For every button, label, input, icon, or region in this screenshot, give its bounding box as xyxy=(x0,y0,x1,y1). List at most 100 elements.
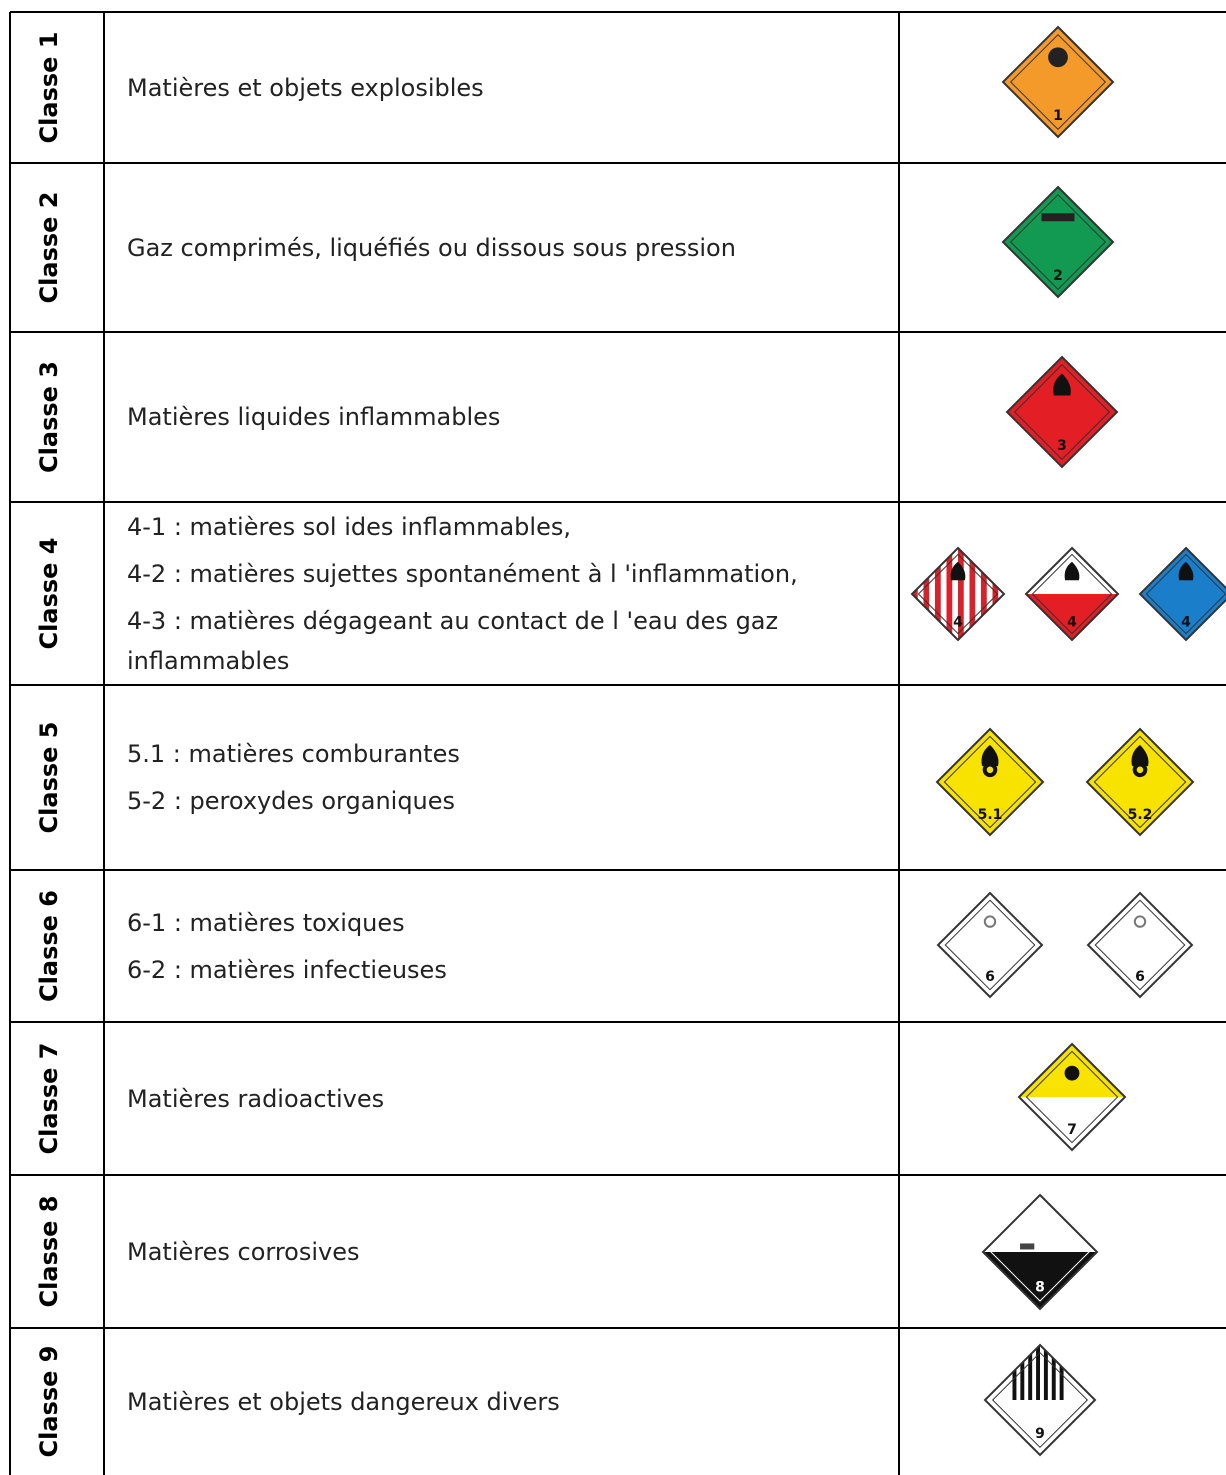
stripe xyxy=(1036,1345,1040,1400)
stripe xyxy=(992,548,999,640)
symbol xyxy=(1133,915,1147,928)
inner-border xyxy=(917,553,999,635)
description: Matières corrosives xyxy=(127,1175,892,1328)
placard: 7 xyxy=(1017,1042,1127,1152)
stripe xyxy=(946,548,953,640)
description-line: Matières corrosives xyxy=(127,1237,360,1266)
description-line: 6-2 : matières infectieuses xyxy=(127,955,447,984)
placard-border xyxy=(1085,727,1195,837)
placard-border xyxy=(983,1343,1097,1457)
placard-number: 5.1 xyxy=(978,807,1003,823)
symbol xyxy=(950,561,966,581)
stripe xyxy=(935,548,941,640)
placard-border xyxy=(1005,355,1119,469)
description: Matières et objets dangereux divers xyxy=(127,1328,892,1475)
description: 6-1 : matières toxiques 6-2 : matières in… xyxy=(127,870,892,1022)
class-label: Classe 5 xyxy=(35,722,63,834)
placard: 6 xyxy=(1086,891,1194,999)
description-line: 4-3 : matières dégageant au contact de l… xyxy=(127,606,779,675)
stripe xyxy=(912,548,918,640)
placard-number: 3 xyxy=(1057,438,1067,454)
description-line: Matières radioactives xyxy=(127,1084,385,1113)
inner-border xyxy=(1145,553,1226,635)
placard: 1 xyxy=(1001,25,1115,139)
stripe xyxy=(923,548,930,640)
description: Matières radioactives xyxy=(127,1022,892,1175)
description-line: Matières et objets dangereux divers xyxy=(127,1387,560,1416)
description: Matières liquides inflammables xyxy=(127,332,892,502)
inner-border xyxy=(1025,1050,1119,1144)
class-label: Classe 3 xyxy=(35,361,63,473)
placard: 5.2 xyxy=(1085,727,1195,837)
stripe xyxy=(1028,1345,1033,1400)
inner-border xyxy=(943,735,1037,829)
stripe xyxy=(1051,1345,1056,1400)
inner-border xyxy=(1013,363,1111,461)
inner-border xyxy=(991,1351,1089,1449)
description: 5.1 : matières comburantes 5-2 : peroxyde… xyxy=(127,685,892,870)
description-line: 4-2 : matières sujettes spontanément à l… xyxy=(127,559,798,588)
stripe xyxy=(1059,1345,1064,1400)
class-label: Classe 1 xyxy=(35,32,63,144)
placard-border xyxy=(935,727,1045,837)
placard: 2 xyxy=(1001,185,1115,299)
symbol xyxy=(1178,561,1194,581)
placard-border xyxy=(910,546,1006,642)
description-line: 4-1 : matières sol ides inflammables, xyxy=(127,512,571,541)
inner-border xyxy=(944,899,1036,991)
placard-border xyxy=(1024,546,1120,642)
placard-bg xyxy=(1140,548,1226,640)
placard-border xyxy=(1001,185,1115,299)
inner-border xyxy=(1009,193,1107,291)
description-line: Gaz comprimés, liquéfiés ou dissous sous… xyxy=(127,233,736,262)
symbol xyxy=(983,915,997,928)
stripe xyxy=(1043,1345,1048,1400)
placard: 8 xyxy=(981,1193,1099,1311)
symbol xyxy=(1064,1065,1080,1081)
placard-number: 9 xyxy=(1035,1426,1045,1442)
placard-number: 6 xyxy=(985,969,995,985)
placard: 4 xyxy=(1024,546,1120,642)
class-label: Classe 2 xyxy=(35,192,63,304)
placard: 5.1 xyxy=(935,727,1045,837)
placard-number: 8 xyxy=(1035,1279,1045,1295)
stripe xyxy=(981,548,987,640)
placard-number: 1 xyxy=(1053,108,1063,124)
placard: 6 xyxy=(936,891,1044,999)
description-line: 5.1 : matières comburantes xyxy=(127,740,460,768)
inner-border xyxy=(990,1202,1090,1302)
symbol xyxy=(1053,373,1071,396)
stripe xyxy=(1012,1345,1017,1400)
placard-number: 4 xyxy=(1067,615,1077,631)
symbol xyxy=(1131,744,1149,767)
placard-art xyxy=(1012,1345,1064,1400)
symbol xyxy=(1020,1243,1035,1250)
placard-border xyxy=(1138,546,1226,642)
symbol xyxy=(981,744,999,767)
placard-art xyxy=(912,548,999,640)
placard-border xyxy=(1017,1042,1127,1152)
placard-number: 4 xyxy=(1181,615,1191,631)
inner-border xyxy=(1094,899,1186,991)
placard-border xyxy=(1001,25,1115,139)
inner-border xyxy=(1031,553,1113,635)
placard-number: 2 xyxy=(1053,268,1063,284)
placard-number: 4 xyxy=(953,615,963,631)
description: 4-1 : matières sol ides inflammables, 4-2… xyxy=(127,502,892,685)
inner-border xyxy=(1093,735,1187,829)
inner-border xyxy=(1009,33,1107,131)
class-label: Classe 7 xyxy=(35,1043,63,1155)
class-label: Classe 9 xyxy=(35,1346,63,1458)
placard: 4 xyxy=(1138,546,1226,642)
symbol xyxy=(1064,561,1080,581)
description: Gaz comprimés, liquéfiés ou dissous sous… xyxy=(127,163,892,332)
class-label: Classe 8 xyxy=(35,1196,63,1308)
placard-number: 7 xyxy=(1067,1122,1077,1138)
placard: 3 xyxy=(1005,355,1119,469)
class-label: Classe 4 xyxy=(35,538,63,650)
class-label: Classe 6 xyxy=(35,890,63,1002)
placard: 4 xyxy=(910,546,1006,642)
stripe xyxy=(958,548,964,640)
